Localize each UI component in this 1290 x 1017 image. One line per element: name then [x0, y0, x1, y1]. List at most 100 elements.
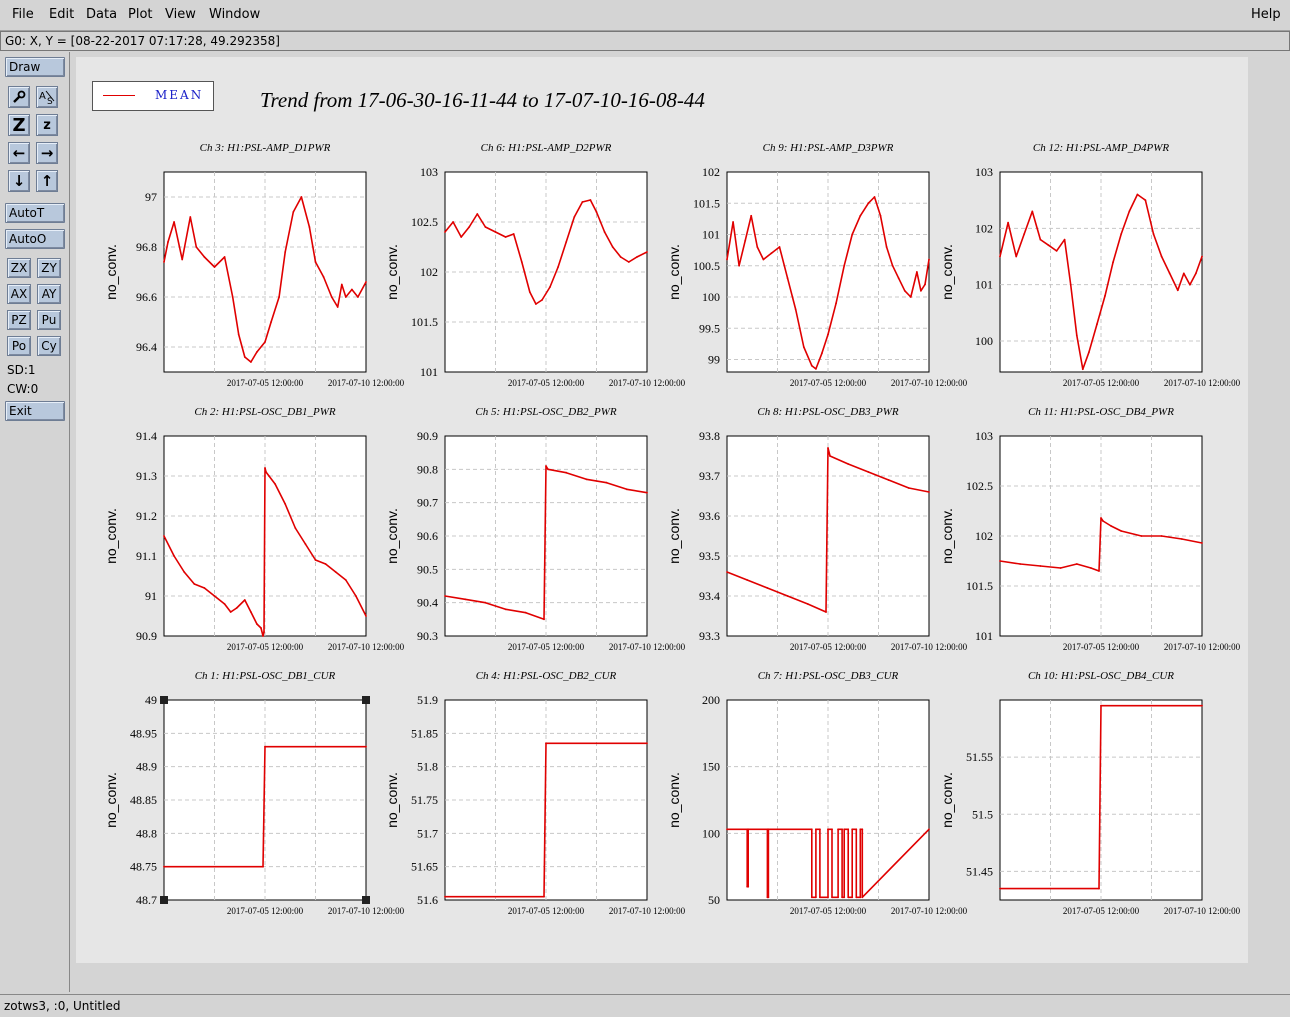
menu-data[interactable]: Data — [86, 7, 118, 22]
chart-panel-9[interactable]: 48.7 48.75 48.8 48.85 48.9 48.95 49 2017-07-05 … — [103, 670, 405, 916]
data-point — [837, 828, 839, 831]
data-point — [627, 261, 630, 263]
menu-edit[interactable]: Edit — [49, 7, 75, 22]
chart-panel-4[interactable]: 100 101 102 103 2017-07-05 12:00:00 2017-07-1… — [939, 142, 1241, 388]
series-line-mean — [1000, 704, 1202, 890]
data-point — [223, 256, 226, 258]
menu-file[interactable]: File — [12, 7, 34, 22]
chart-panel-1[interactable]: 96.4 96.6 96.8 97 2017-07-05 12:00:00 2017-07… — [103, 142, 405, 388]
data-point — [270, 321, 272, 323]
y-tick-label: 91 — [145, 589, 157, 603]
selection-handle[interactable] — [160, 696, 168, 704]
ax-button[interactable]: AX — [7, 284, 31, 304]
selection-handle[interactable] — [362, 896, 370, 904]
data-point — [264, 467, 266, 469]
plot-title: Ch 4: H1:PSL-OSC_DB2_CUR — [476, 670, 617, 682]
data-point — [1120, 530, 1123, 532]
data-point — [851, 233, 854, 236]
data-point — [815, 368, 817, 370]
menu-help[interactable]: Help — [1251, 7, 1281, 22]
data-point — [330, 296, 333, 298]
arrow-up-icon[interactable]: ↑ — [36, 170, 58, 192]
pu-button[interactable]: Pu — [37, 310, 61, 330]
menu-plot[interactable]: Plot — [128, 7, 153, 22]
data-point — [916, 271, 918, 273]
po-button[interactable]: Po — [7, 336, 31, 356]
zy-button[interactable]: ZY — [37, 258, 61, 278]
data-point — [235, 607, 238, 609]
chart-panel-10[interactable]: 51.6 51.65 51.7 51.75 51.8 51.85 51.9 2017-07-0… — [384, 670, 686, 916]
data-point — [1023, 233, 1026, 235]
data-point — [1075, 563, 1078, 565]
data-point — [861, 896, 864, 899]
pz-button[interactable]: PZ — [7, 310, 31, 330]
data-point — [181, 258, 184, 261]
selection-handle[interactable] — [160, 896, 168, 904]
autoo-button[interactable]: AutoO — [5, 229, 65, 249]
data-point — [851, 896, 854, 899]
arrow-left-icon[interactable]: ← — [8, 142, 30, 164]
data-point — [1201, 255, 1203, 258]
chart-panel-7[interactable]: 93.3 93.4 93.5 93.6 93.7 93.8 2017-07-05 12:00… — [666, 406, 968, 652]
x-tick-label: 2017-07-05 12:00:00 — [790, 642, 867, 652]
data-point — [827, 333, 829, 336]
y-tick-label: 51.65 — [411, 860, 438, 874]
cy-button[interactable]: Cy — [37, 336, 61, 356]
data-point — [264, 745, 266, 748]
data-point — [1096, 323, 1098, 325]
menu-window[interactable]: Window — [209, 7, 261, 22]
status-bar: zotws3, :0, Untitled — [0, 994, 1290, 1017]
chart-panel-11[interactable]: 50 100 150 200 2017-07-05 12:00:00 2017-07-10… — [666, 670, 968, 916]
y-tick-label: 96.4 — [136, 340, 157, 354]
menu-view[interactable]: View — [165, 7, 196, 22]
data-point — [193, 583, 196, 585]
data-point — [1055, 250, 1058, 252]
data-point — [268, 475, 270, 477]
data-point — [262, 635, 264, 637]
data-point — [1136, 193, 1139, 196]
data-point — [802, 346, 805, 348]
plot-title: Ch 11: H1:PSL-OSC_DB4_PWR — [1028, 406, 1174, 418]
data-point — [841, 896, 843, 899]
draw-button[interactable]: Draw — [5, 57, 65, 77]
ay-button[interactable]: AY — [37, 284, 61, 304]
data-point — [460, 236, 463, 238]
y-axis-label: no_conv. — [939, 772, 955, 828]
data-point — [646, 491, 648, 494]
arrow-down-icon[interactable]: ↓ — [8, 170, 30, 192]
zoom-in-icon[interactable]: z — [36, 114, 58, 136]
wrench-icon[interactable] — [8, 86, 30, 108]
data-point — [284, 251, 287, 253]
chart-panel-12[interactable]: 51.45 51.5 51.55 2017-07-05 12:00:00 2017-07… — [939, 670, 1241, 916]
autot-button[interactable]: AutoT — [5, 203, 65, 223]
exit-button[interactable]: Exit — [5, 401, 65, 421]
data-point — [1019, 563, 1022, 565]
selection-handle[interactable] — [362, 696, 370, 704]
data-point — [861, 828, 864, 831]
chart-panel-6[interactable]: 90.3 90.4 90.5 90.6 90.7 90.8 90.9 2017-07-05 1… — [384, 406, 686, 652]
series-line-mean — [445, 742, 647, 898]
zx-button[interactable]: ZX — [7, 258, 31, 278]
data-point — [444, 595, 446, 597]
data-point — [250, 361, 252, 363]
chart-panel-8[interactable]: 101 101.5 102 102.5 103 2017-07-05 12:00:00 20… — [939, 406, 1241, 652]
data-point — [524, 611, 527, 614]
y-tick-label: 51.6 — [417, 893, 438, 907]
data-point — [476, 213, 479, 215]
chart-panel-3[interactable]: 99 99.5 100 100.5 101 101.5 102 2017-07-05 12:0… — [666, 142, 968, 388]
chart-panel-2[interactable]: 101 101.5 102 102.5 103 2017-07-05 12:00:00 20… — [384, 142, 686, 388]
plot-title: Ch 10: H1:PSL-OSC_DB4_CUR — [1028, 670, 1174, 682]
data-point — [841, 828, 843, 831]
y-tick-label: 102 — [975, 529, 993, 543]
y-tick-label: 51.55 — [966, 750, 993, 764]
arrow-right-icon[interactable]: → — [36, 142, 58, 164]
y-tick-label: 101 — [702, 228, 720, 242]
zoom-out-icon[interactable]: Z — [8, 114, 30, 136]
data-point — [819, 896, 821, 899]
data-point — [585, 478, 588, 481]
chart-panel-5[interactable]: 90.9 91 91.1 91.2 91.3 91.4 2017-07-05 12:00:0… — [103, 406, 405, 652]
data-point — [1112, 261, 1114, 263]
